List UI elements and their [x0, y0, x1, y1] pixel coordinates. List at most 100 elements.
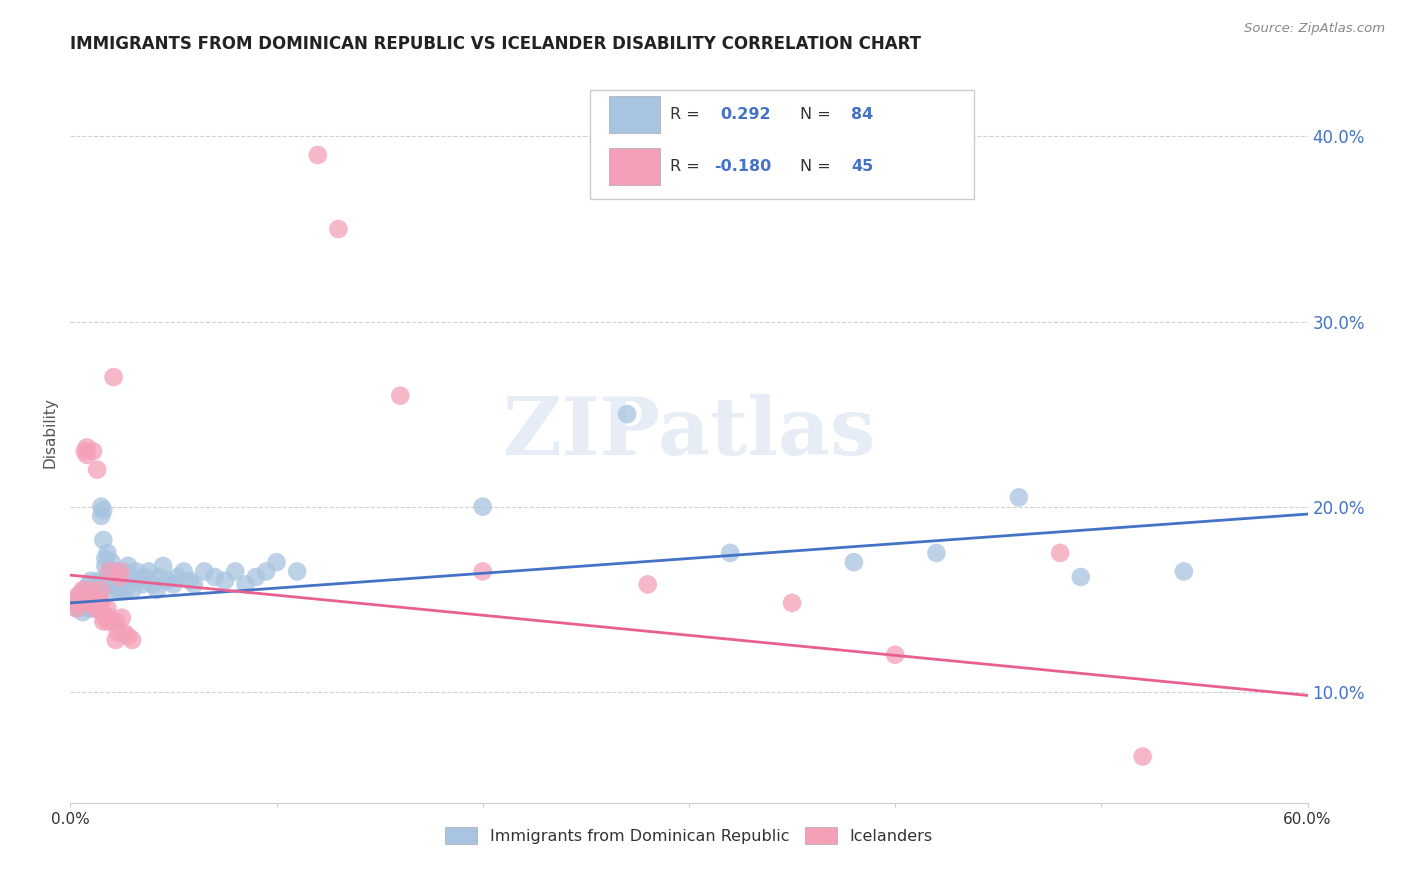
Point — [389, 389, 412, 403]
Text: Source: ZipAtlas.com: Source: ZipAtlas.com — [1244, 22, 1385, 36]
Point — [718, 546, 741, 560]
Point — [63, 596, 86, 610]
Point — [73, 444, 96, 458]
Point — [162, 577, 184, 591]
Point — [103, 582, 125, 597]
Point — [148, 570, 170, 584]
Point — [65, 601, 87, 615]
Point — [121, 632, 143, 647]
Point — [111, 582, 134, 597]
Point — [98, 577, 121, 591]
Point — [82, 444, 104, 458]
Point — [84, 589, 107, 603]
Point — [96, 570, 118, 584]
Point — [82, 596, 104, 610]
Point — [94, 558, 117, 573]
Point — [84, 601, 107, 615]
Point — [146, 582, 169, 597]
Point — [179, 574, 201, 588]
Point — [96, 601, 118, 615]
Point — [254, 565, 277, 579]
Point — [616, 407, 638, 421]
Text: N =: N = — [800, 159, 837, 174]
Point — [90, 500, 112, 514]
Point — [637, 577, 659, 591]
Point — [76, 441, 98, 455]
Point — [98, 610, 121, 624]
Point — [89, 592, 111, 607]
Point — [94, 610, 117, 624]
Point — [285, 565, 308, 579]
Point — [80, 582, 103, 597]
Text: N =: N = — [800, 107, 837, 122]
Point — [91, 615, 114, 629]
Point — [1049, 546, 1071, 560]
Point — [108, 565, 131, 579]
Point — [111, 574, 134, 588]
Text: -0.180: -0.180 — [714, 159, 770, 174]
Point — [69, 596, 91, 610]
Point — [86, 462, 108, 476]
Point — [842, 555, 865, 569]
Point — [183, 577, 205, 591]
Point — [780, 596, 803, 610]
Point — [112, 577, 135, 591]
Point — [72, 592, 94, 607]
Point — [117, 558, 139, 573]
Point — [1070, 570, 1092, 584]
FancyBboxPatch shape — [609, 147, 661, 185]
Point — [80, 574, 103, 588]
Point — [80, 596, 103, 610]
Point — [173, 565, 195, 579]
Point — [884, 648, 907, 662]
Point — [117, 574, 139, 588]
Point — [328, 222, 350, 236]
Point — [107, 625, 129, 640]
Point — [125, 565, 148, 579]
Point — [73, 582, 96, 597]
Point — [1173, 565, 1195, 579]
Point — [127, 574, 149, 588]
Point — [142, 577, 165, 591]
Point — [1132, 749, 1154, 764]
Point — [166, 570, 188, 584]
Text: ZIPatlas: ZIPatlas — [503, 393, 875, 472]
Point — [112, 565, 135, 579]
Text: R =: R = — [671, 107, 706, 122]
Point — [103, 577, 125, 591]
Point — [67, 589, 90, 603]
Point — [76, 448, 98, 462]
Point — [84, 596, 107, 610]
Point — [77, 577, 100, 591]
Point — [72, 582, 94, 597]
Point — [90, 582, 112, 597]
Point — [82, 582, 104, 597]
Point — [63, 596, 86, 610]
Point — [91, 607, 114, 621]
Point — [104, 615, 127, 629]
Point — [115, 582, 138, 597]
Point — [104, 577, 127, 591]
Point — [134, 570, 156, 584]
Legend: Immigrants from Dominican Republic, Icelanders: Immigrants from Dominican Republic, Icel… — [439, 821, 939, 850]
Point — [90, 596, 112, 610]
Point — [245, 570, 267, 584]
Point — [104, 632, 127, 647]
Point — [925, 546, 948, 560]
Point — [224, 565, 246, 579]
Point — [156, 574, 179, 588]
Point — [100, 555, 122, 569]
Point — [108, 570, 131, 584]
Point — [121, 582, 143, 597]
Point — [235, 577, 257, 591]
Point — [73, 596, 96, 610]
Point — [86, 601, 108, 615]
Point — [1008, 491, 1031, 505]
Point — [266, 555, 288, 569]
Point — [214, 574, 236, 588]
Text: 84: 84 — [851, 107, 873, 122]
Point — [89, 596, 111, 610]
Point — [65, 601, 87, 615]
Point — [108, 577, 131, 591]
Point — [471, 500, 494, 514]
